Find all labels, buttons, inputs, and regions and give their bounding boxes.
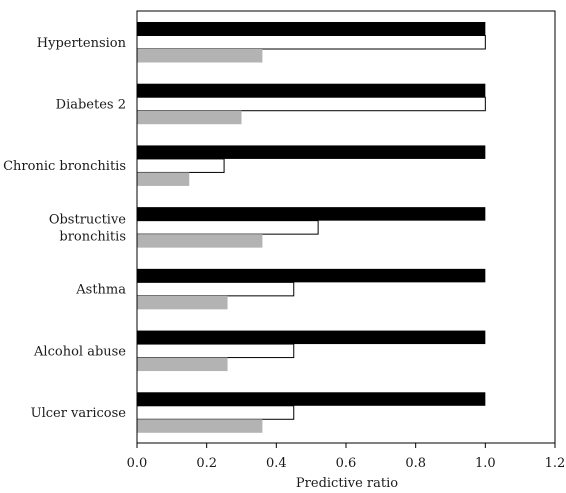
bar-series-2-ulcer-varicose bbox=[136, 405, 295, 420]
bar-series-3-chronic-bronchitis bbox=[137, 172, 190, 186]
x-tick-label: 0.6 bbox=[336, 456, 357, 471]
bar-series-3-obstructive-bronchitis bbox=[137, 234, 263, 248]
x-tick-label: 1.2 bbox=[545, 456, 566, 471]
bar-series-1-asthma bbox=[137, 268, 486, 283]
category-label: Obstructive bronchitis bbox=[49, 212, 126, 244]
x-tick-label: 0.8 bbox=[405, 456, 426, 471]
x-tick-label: 1.0 bbox=[475, 456, 496, 471]
bar-series-2-asthma bbox=[136, 281, 295, 297]
category-label-line: Ulcer varicose bbox=[31, 406, 127, 421]
x-tick-label: 0.4 bbox=[266, 456, 287, 471]
bar-series-3-alcohol-abuse bbox=[137, 357, 228, 372]
x-tick-label: 0.2 bbox=[196, 456, 217, 471]
x-tick-label: 0.0 bbox=[127, 456, 148, 471]
category-label-line: Chronic bronchitis bbox=[3, 159, 126, 174]
bar-series-2-alcohol-abuse bbox=[136, 343, 295, 359]
y-axis-category-labels: Hypertension Diabetes 2 Chronic bronchitis… bbox=[3, 36, 127, 421]
category-label: Asthma bbox=[75, 283, 126, 298]
bar-series-1-diabetes-2 bbox=[137, 83, 486, 98]
bar-series-1-hypertension bbox=[137, 22, 486, 36]
category-label-line: bronchitis bbox=[59, 229, 126, 244]
bar-series-1-ulcer-varicose bbox=[137, 392, 486, 406]
category-label: Ulcer varicose bbox=[31, 406, 127, 421]
bar-series-1-chronic-bronchitis bbox=[137, 145, 486, 159]
category-label: Alcohol abuse bbox=[33, 344, 126, 359]
category-label: Hypertension bbox=[37, 36, 127, 51]
bar-series-2-diabetes-2 bbox=[136, 96, 486, 112]
bars-layer bbox=[136, 22, 486, 433]
category-label-line: Alcohol abuse bbox=[33, 344, 126, 359]
x-axis-ticks: 0.0 0.2 0.4 0.6 0.8 1.0 1.2 bbox=[127, 443, 566, 471]
category-label: Diabetes 2 bbox=[56, 97, 126, 112]
category-label-line: Hypertension bbox=[37, 36, 127, 51]
bar-series-2-obstructive-bronchitis bbox=[136, 220, 319, 235]
bar-series-3-diabetes-2 bbox=[137, 110, 242, 125]
bar-series-3-asthma bbox=[137, 295, 228, 310]
category-label-line: Diabetes 2 bbox=[56, 97, 126, 112]
category-label-line: Obstructive bbox=[49, 212, 126, 227]
bar-series-1-obstructive-bronchitis bbox=[137, 207, 486, 221]
category-label: Chronic bronchitis bbox=[3, 159, 126, 174]
x-axis-title: Predictive ratio bbox=[296, 476, 398, 491]
bar-series-1-alcohol-abuse bbox=[137, 330, 486, 345]
bar-series-2-hypertension bbox=[136, 35, 486, 50]
bar-series-2-chronic-bronchitis bbox=[136, 158, 225, 173]
category-label-line: Asthma bbox=[75, 283, 126, 298]
bar-series-3-ulcer-varicose bbox=[137, 419, 263, 433]
bar-series-3-hypertension bbox=[137, 49, 263, 63]
